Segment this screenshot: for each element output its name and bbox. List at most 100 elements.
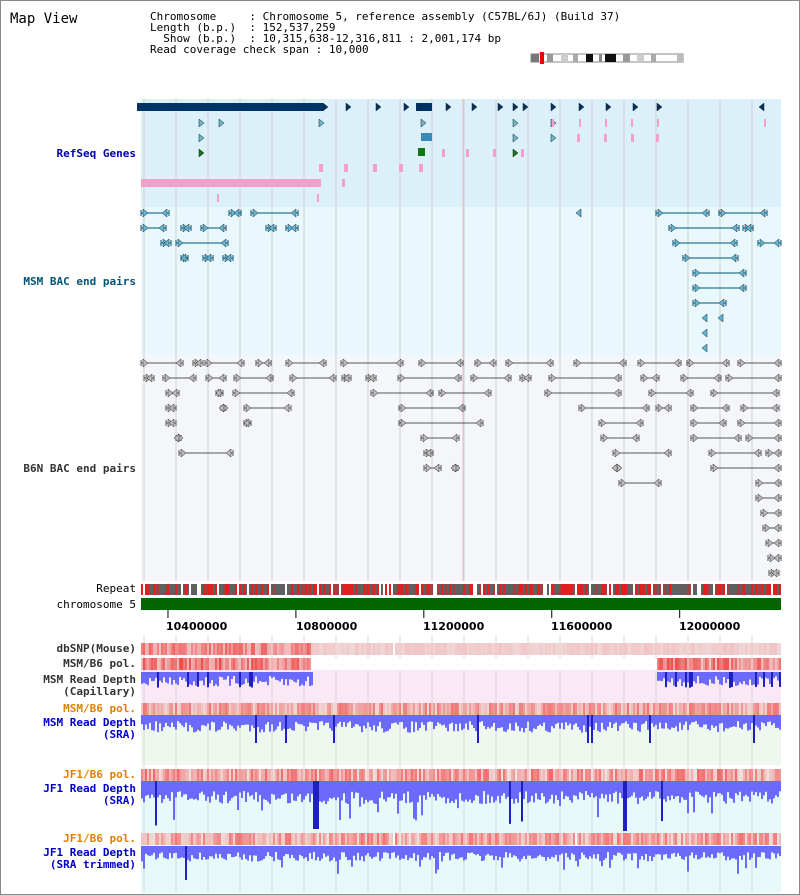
heat-cell	[517, 769, 519, 781]
msm-bac-pairs[interactable]	[140, 208, 782, 353]
b6n-bac-pair	[682, 373, 689, 383]
repeat-mark	[721, 584, 723, 595]
msm-capillary-depth-label[interactable]: MSM Read Depth (Capillary)	[1, 674, 136, 698]
depth-bar	[189, 672, 191, 685]
gene-feature[interactable]	[418, 148, 425, 156]
depth-bar	[233, 846, 235, 857]
repeat-mark	[729, 584, 731, 595]
heat-cell	[167, 833, 169, 845]
heat-cell	[753, 769, 755, 781]
heat-cell	[295, 703, 297, 715]
depth-bar	[489, 846, 491, 856]
b6n-bac-pair	[425, 448, 432, 458]
depth-bar	[201, 781, 203, 792]
depth-bar	[641, 715, 643, 725]
heat-cell	[187, 703, 189, 715]
heat-cell	[227, 643, 229, 655]
depth-bar	[541, 715, 543, 727]
depth-bar	[653, 781, 655, 797]
heat-cell	[457, 658, 459, 670]
heat-cell	[289, 658, 291, 670]
heat-cell	[457, 833, 459, 845]
depth-bar	[643, 781, 645, 801]
msm-b6-pol-track-label[interactable]: MSM/B6 pol.	[63, 657, 136, 670]
refseq-gene-marks[interactable]	[198, 102, 766, 202]
depth-bar	[519, 715, 521, 732]
depth-bar	[283, 781, 285, 795]
msm-bac-track-label[interactable]: MSM BAC end pairs	[23, 275, 136, 288]
chromosome-ideogram[interactable]	[530, 52, 684, 64]
repeat-mark	[159, 584, 161, 595]
heat-cell	[301, 703, 303, 715]
refseq-track-label[interactable]: RefSeq Genes	[56, 147, 136, 160]
jf1-b6-pol2-track-label[interactable]: JF1/B6 pol.	[63, 832, 136, 845]
heat-cell	[241, 833, 243, 845]
heat-cell	[547, 643, 549, 655]
heat-cell	[403, 833, 405, 845]
depth-bar	[343, 781, 345, 794]
heat-cell	[247, 769, 249, 781]
msm-sra-depth-label[interactable]: MSM Read Depth (SRA)	[1, 717, 136, 741]
depth-bar	[707, 781, 709, 803]
heat-cell	[297, 833, 299, 845]
heat-cell	[725, 658, 727, 670]
gene-arrow	[375, 102, 382, 112]
jf1-sra-depth-label[interactable]: JF1 Read Depth (SRA)	[1, 783, 136, 807]
gene-feature[interactable]	[421, 133, 432, 141]
heat-cell	[715, 769, 717, 781]
depth-bar	[229, 672, 231, 686]
heat-cell	[589, 769, 591, 781]
heat-cell	[727, 703, 729, 715]
gene-feature[interactable]	[137, 103, 323, 111]
depth-bar	[511, 781, 513, 799]
repeat-mark	[397, 584, 399, 595]
heat-cell	[369, 643, 371, 655]
heat-cell	[647, 833, 649, 845]
depth-bar	[337, 846, 339, 874]
heat-cell	[315, 643, 317, 655]
depth-bar	[265, 781, 267, 800]
depth-bar	[743, 715, 745, 725]
heat-cell	[743, 703, 745, 715]
depth-bar	[183, 672, 185, 679]
heat-cell	[393, 833, 395, 845]
depth-bar	[259, 846, 261, 861]
heat-cell	[431, 643, 433, 655]
heat-cell	[743, 643, 745, 655]
heat-cell	[581, 833, 583, 845]
heat-cell	[391, 658, 393, 670]
heat-cell	[597, 643, 599, 655]
repeat-mark	[393, 584, 395, 595]
heat-cell	[589, 643, 591, 655]
heat-cell	[671, 703, 673, 715]
jf1-b6-pol-track-label[interactable]: JF1/B6 pol.	[63, 768, 136, 781]
depth-bar	[231, 781, 233, 799]
heat-cell	[243, 769, 245, 781]
depth-bar	[349, 846, 351, 860]
heat-cell	[753, 658, 755, 670]
heat-cell	[333, 833, 335, 845]
heat-cell	[595, 769, 597, 781]
heat-cell	[263, 833, 265, 845]
repeat-mark	[315, 584, 317, 595]
msm-b6-pol2-track-label[interactable]: MSM/B6 pol.	[63, 702, 136, 715]
b6n-bac-track-label[interactable]: B6N BAC end pairs	[23, 462, 136, 475]
gene-feature[interactable]	[141, 179, 321, 187]
heat-cell	[593, 658, 595, 670]
heat-cell	[621, 658, 623, 670]
b6n-bac-pairs[interactable]	[140, 358, 782, 578]
length-key: Length (b.p.)	[150, 21, 237, 34]
jf1-trim-depth-label[interactable]: JF1 Read Depth (SRA trimmed)	[1, 847, 136, 871]
heat-cell	[427, 658, 429, 670]
heat-cell	[497, 643, 499, 655]
depth-bar	[517, 781, 519, 803]
depth-bar	[205, 715, 207, 727]
heat-cell	[393, 703, 395, 715]
heat-cell	[539, 643, 541, 655]
depth-bar	[363, 715, 365, 726]
b6n-bac-pair	[257, 358, 264, 368]
heat-cell	[601, 643, 603, 655]
dbsnp-track-label[interactable]: dbSNP(Mouse)	[56, 642, 136, 655]
depth-bar	[623, 781, 625, 831]
heat-cell	[421, 833, 423, 845]
